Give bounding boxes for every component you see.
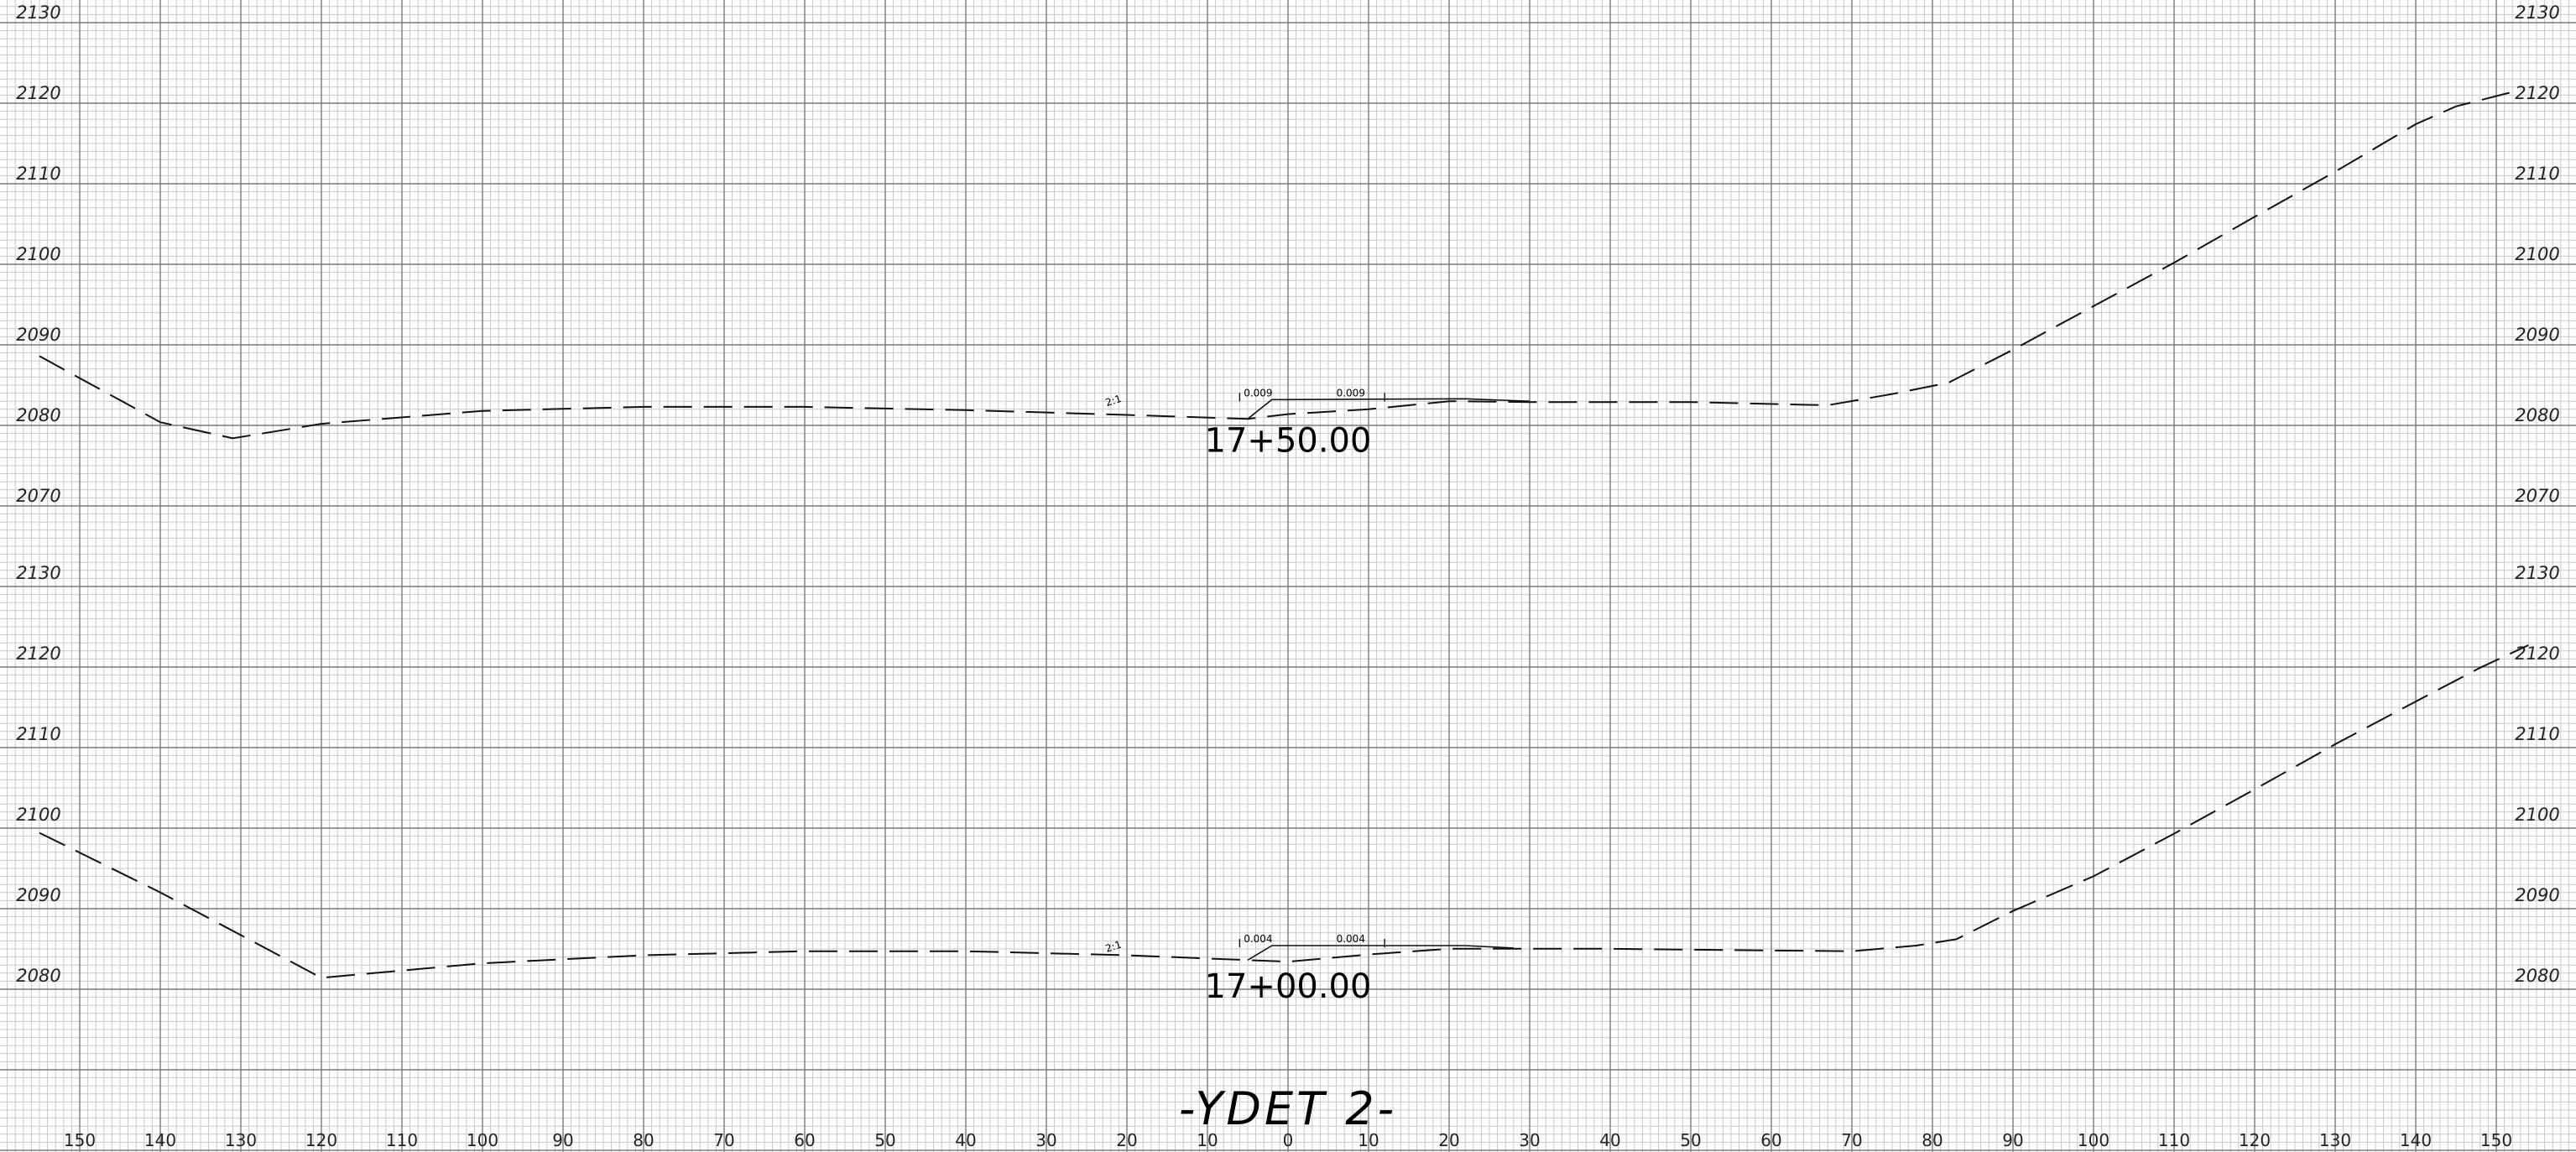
offset-tick-label: 100 bbox=[2078, 1130, 2109, 1150]
offset-tick-label: 150 bbox=[2480, 1130, 2512, 1150]
offset-tick-label: 130 bbox=[2319, 1130, 2351, 1150]
elevation-label-right: 2130 bbox=[2515, 3, 2559, 23]
offset-tick-label: 60 bbox=[794, 1130, 815, 1150]
station-label: 17+00.00 bbox=[1205, 967, 1372, 1006]
cross-slope-right: 0.009 bbox=[1337, 387, 1365, 399]
elevation-label-right: 2090 bbox=[2515, 885, 2559, 905]
offset-tick-label: 110 bbox=[386, 1130, 418, 1150]
offset-tick-label: 150 bbox=[64, 1130, 96, 1150]
elevation-label-left: 2120 bbox=[16, 83, 60, 103]
offset-tick-label: 10 bbox=[1197, 1130, 1218, 1150]
elevation-label-left: 2130 bbox=[16, 563, 60, 583]
offset-tick-label: 100 bbox=[467, 1130, 498, 1150]
offset-tick-label: 140 bbox=[144, 1130, 176, 1150]
offset-tick-label: 80 bbox=[633, 1130, 654, 1150]
offset-tick-label: 50 bbox=[1680, 1130, 1701, 1150]
elevation-label-right: 2100 bbox=[2515, 244, 2559, 264]
side-slope-label: 2:1 bbox=[1104, 939, 1124, 955]
offset-tick-label: 60 bbox=[1760, 1130, 1781, 1150]
offset-tick-label: 30 bbox=[1035, 1130, 1056, 1150]
offset-tick-label: 70 bbox=[1841, 1130, 1862, 1150]
offset-tick-label: 50 bbox=[874, 1130, 895, 1150]
elevation-label-right: 2100 bbox=[2515, 805, 2559, 825]
elevation-label-left: 2080 bbox=[16, 405, 60, 425]
offset-tick-label: 120 bbox=[305, 1130, 337, 1150]
sheet-title: -YDET 2- bbox=[1179, 1082, 1397, 1135]
elevation-label-left: 2130 bbox=[16, 3, 60, 23]
offset-tick-label: 0 bbox=[1283, 1130, 1294, 1150]
elevation-labels: 2130 2130 2120 2120 2110 2110 2100 2100 2090 2090… bbox=[16, 3, 2559, 986]
elevation-label-left: 2090 bbox=[16, 325, 60, 345]
offset-tick-label: 30 bbox=[1519, 1130, 1540, 1150]
elevation-label-left: 2110 bbox=[16, 164, 60, 184]
elevation-label-left: 2110 bbox=[16, 724, 60, 744]
elevation-label-left: 2080 bbox=[16, 966, 60, 986]
side-slope-label: 2:1 bbox=[1104, 393, 1124, 409]
elevation-label-right: 2070 bbox=[2515, 486, 2559, 506]
offset-tick-label: 90 bbox=[2002, 1130, 2023, 1150]
offset-tick-label: 20 bbox=[1438, 1130, 1459, 1150]
section-17-00: 2:1 0.004 0.004 17+00.00 bbox=[39, 644, 2529, 1006]
offset-tick-label: 130 bbox=[225, 1130, 257, 1150]
offset-tick-label: 110 bbox=[2158, 1130, 2190, 1150]
section-17-50: 2:1 0.009 0.009 17+50.00 bbox=[39, 91, 2513, 460]
offset-tick-label: 90 bbox=[552, 1130, 573, 1150]
elevation-label-left: 2070 bbox=[16, 486, 60, 506]
elevation-label-left: 2120 bbox=[16, 644, 60, 664]
offset-tick-label: 40 bbox=[1599, 1130, 1620, 1150]
offset-tick-label: 140 bbox=[2400, 1130, 2432, 1150]
elevation-label-right: 2080 bbox=[2515, 966, 2559, 986]
cross-slope-right: 0.004 bbox=[1337, 933, 1365, 945]
elevation-label-right: 2110 bbox=[2515, 724, 2559, 744]
ground-line-17-50 bbox=[39, 91, 2513, 440]
elevation-label-right: 2120 bbox=[2515, 83, 2559, 103]
elevation-label-right: 2130 bbox=[2515, 563, 2559, 583]
offset-tick-label: 40 bbox=[955, 1130, 976, 1150]
elevation-label-right: 2110 bbox=[2515, 164, 2559, 184]
elevation-label-left: 2100 bbox=[16, 244, 60, 264]
offset-tick-label: 70 bbox=[713, 1130, 734, 1150]
design-template-17-00 bbox=[1247, 945, 1514, 961]
offset-tick-label: 10 bbox=[1358, 1130, 1379, 1150]
station-label: 17+50.00 bbox=[1205, 421, 1372, 460]
offset-tick-label: 120 bbox=[2239, 1130, 2271, 1150]
cross-slope-left: 0.009 bbox=[1244, 387, 1272, 399]
offset-tick-label: 20 bbox=[1116, 1130, 1137, 1150]
design-template-17-50 bbox=[1247, 398, 1530, 420]
elevation-label-right: 2080 bbox=[2515, 405, 2559, 425]
elevation-label-left: 2090 bbox=[16, 885, 60, 905]
offset-labels: 150 140 130 120 110 100 90 80 70 60 50 40 30 20 10 0 10 2… bbox=[64, 1130, 2512, 1150]
offset-tick-label: 80 bbox=[1922, 1130, 1942, 1150]
elevation-label-right: 2120 bbox=[2515, 644, 2559, 664]
cross-slope-left: 0.004 bbox=[1244, 933, 1272, 945]
elevation-label-right: 2090 bbox=[2515, 325, 2559, 345]
elevation-label-left: 2100 bbox=[16, 805, 60, 825]
